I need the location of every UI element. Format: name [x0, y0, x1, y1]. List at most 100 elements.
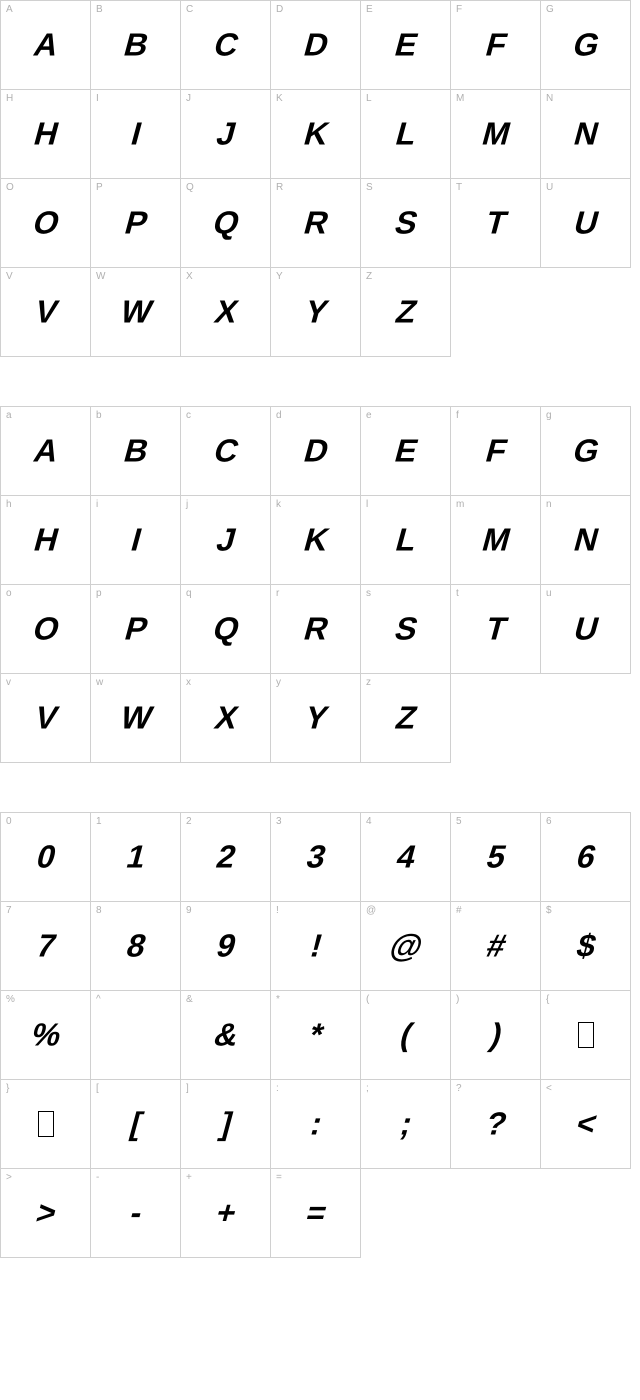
glyph-cell: EE	[360, 0, 451, 90]
glyph-cell: 88	[90, 901, 181, 991]
glyph-cell: **	[270, 990, 361, 1080]
glyph-label: {	[546, 994, 549, 1005]
glyph-cell: {	[540, 990, 631, 1080]
glyph-label: N	[546, 93, 553, 104]
glyph-character: L	[391, 116, 419, 153]
glyph-section-numbers-symbols: 00112233445566778899!!@@##$$%%^&&**(()){…	[0, 812, 640, 1257]
glyph-label: M	[456, 93, 464, 104]
glyph-label: ;	[366, 1083, 369, 1094]
glyph-character: [	[126, 1106, 146, 1143]
glyph-cell: FF	[450, 0, 541, 90]
glyph-cell: ))	[450, 990, 541, 1080]
glyph-character: C	[209, 27, 241, 64]
glyph-label: j	[186, 499, 188, 510]
glyph-label: 9	[186, 905, 192, 916]
glyph-cell: GG	[540, 0, 631, 90]
glyph-character: A	[29, 433, 61, 470]
glyph-cell: ::	[270, 1079, 361, 1169]
glyph-character: ]	[216, 1106, 236, 1143]
glyph-cell: YY	[270, 267, 361, 357]
glyph-cell: xX	[180, 673, 271, 763]
glyph-label: o	[6, 588, 12, 599]
glyph-label: V	[6, 271, 13, 282]
glyph-cell: gG	[540, 406, 631, 496]
glyph-label: 3	[276, 816, 282, 827]
glyph-cell: sS	[360, 584, 451, 674]
glyph-character: &	[209, 1017, 241, 1054]
glyph-label: P	[96, 182, 103, 193]
glyph-character: E	[390, 433, 420, 470]
glyph-cell: ==	[270, 1168, 361, 1258]
glyph-character: M	[478, 522, 514, 559]
glyph-label: S	[366, 182, 373, 193]
glyph-label: X	[186, 271, 193, 282]
glyph-cell: iI	[90, 495, 181, 585]
glyph-character: A	[29, 27, 61, 64]
glyph-character: K	[299, 116, 331, 153]
glyph-label: f	[456, 410, 459, 421]
glyph-label: 2	[186, 816, 192, 827]
glyph-label: >	[6, 1172, 12, 1183]
glyph-character: P	[120, 611, 150, 648]
glyph-label: U	[546, 182, 553, 193]
glyph-character: B	[119, 27, 151, 64]
glyph-character: C	[209, 433, 241, 470]
glyph-character: T	[481, 205, 509, 242]
glyph-character: I	[127, 116, 145, 153]
glyph-character: F	[481, 27, 509, 64]
glyph-cell: jJ	[180, 495, 271, 585]
glyph-character: +	[212, 1195, 240, 1232]
glyph-character: D	[299, 27, 331, 64]
glyph-character: T	[481, 611, 509, 648]
glyph-cell: TT	[450, 178, 541, 268]
glyph-label: @	[366, 905, 376, 916]
glyph-cell: bB	[90, 406, 181, 496]
glyph-character: ;	[396, 1106, 416, 1143]
glyph-cell: ]]	[180, 1079, 271, 1169]
glyph-character: D	[299, 433, 331, 470]
glyph-character: @	[385, 928, 425, 965]
glyph-cell: oO	[0, 584, 91, 674]
glyph-character: ?	[481, 1106, 509, 1143]
glyph-label: F	[456, 4, 462, 15]
glyph-label: k	[276, 499, 281, 510]
glyph-label: q	[186, 588, 192, 599]
glyph-label: Q	[186, 182, 194, 193]
glyph-cell: BB	[90, 0, 181, 90]
font-character-map: AABBCCDDEEFFGGHHIIJJKKLLMMNNOOPPQQRRSSTT…	[0, 0, 640, 1257]
glyph-label: x	[186, 677, 191, 688]
glyph-label: !	[276, 905, 279, 916]
glyph-cell: mM	[450, 495, 541, 585]
glyph-cell: zZ	[360, 673, 451, 763]
glyph-label: &	[186, 994, 193, 1005]
glyph-label: 7	[6, 905, 12, 916]
glyph-label: r	[276, 588, 279, 599]
glyph-label: n	[546, 499, 552, 510]
glyph-label: G	[546, 4, 554, 15]
glyph-label: l	[366, 499, 368, 510]
glyph-label: I	[96, 93, 99, 104]
glyph-label: %	[6, 994, 15, 1005]
glyph-character: -	[126, 1195, 146, 1232]
glyph-character: O	[29, 205, 63, 242]
glyph-label: E	[366, 4, 373, 15]
glyph-cell: VV	[0, 267, 91, 357]
glyph-label: 1	[96, 816, 102, 827]
glyph-label: d	[276, 410, 282, 421]
glyph-character: 1	[122, 839, 149, 876]
glyph-cell: rR	[270, 584, 361, 674]
glyph-label: 5	[456, 816, 462, 827]
glyph-cell: II	[90, 89, 181, 179]
glyph-cell: DD	[270, 0, 361, 90]
glyph-cell: <<	[540, 1079, 631, 1169]
glyph-cell: yY	[270, 673, 361, 763]
glyph-label: Z	[366, 271, 372, 282]
glyph-character: U	[569, 611, 601, 648]
glyph-label: D	[276, 4, 283, 15]
glyph-cell: 44	[360, 812, 451, 902]
glyph-character: (	[396, 1017, 416, 1054]
glyph-label: [	[96, 1083, 99, 1094]
glyph-character: V	[30, 700, 60, 737]
glyph-label: 4	[366, 816, 372, 827]
glyph-cell: JJ	[180, 89, 271, 179]
